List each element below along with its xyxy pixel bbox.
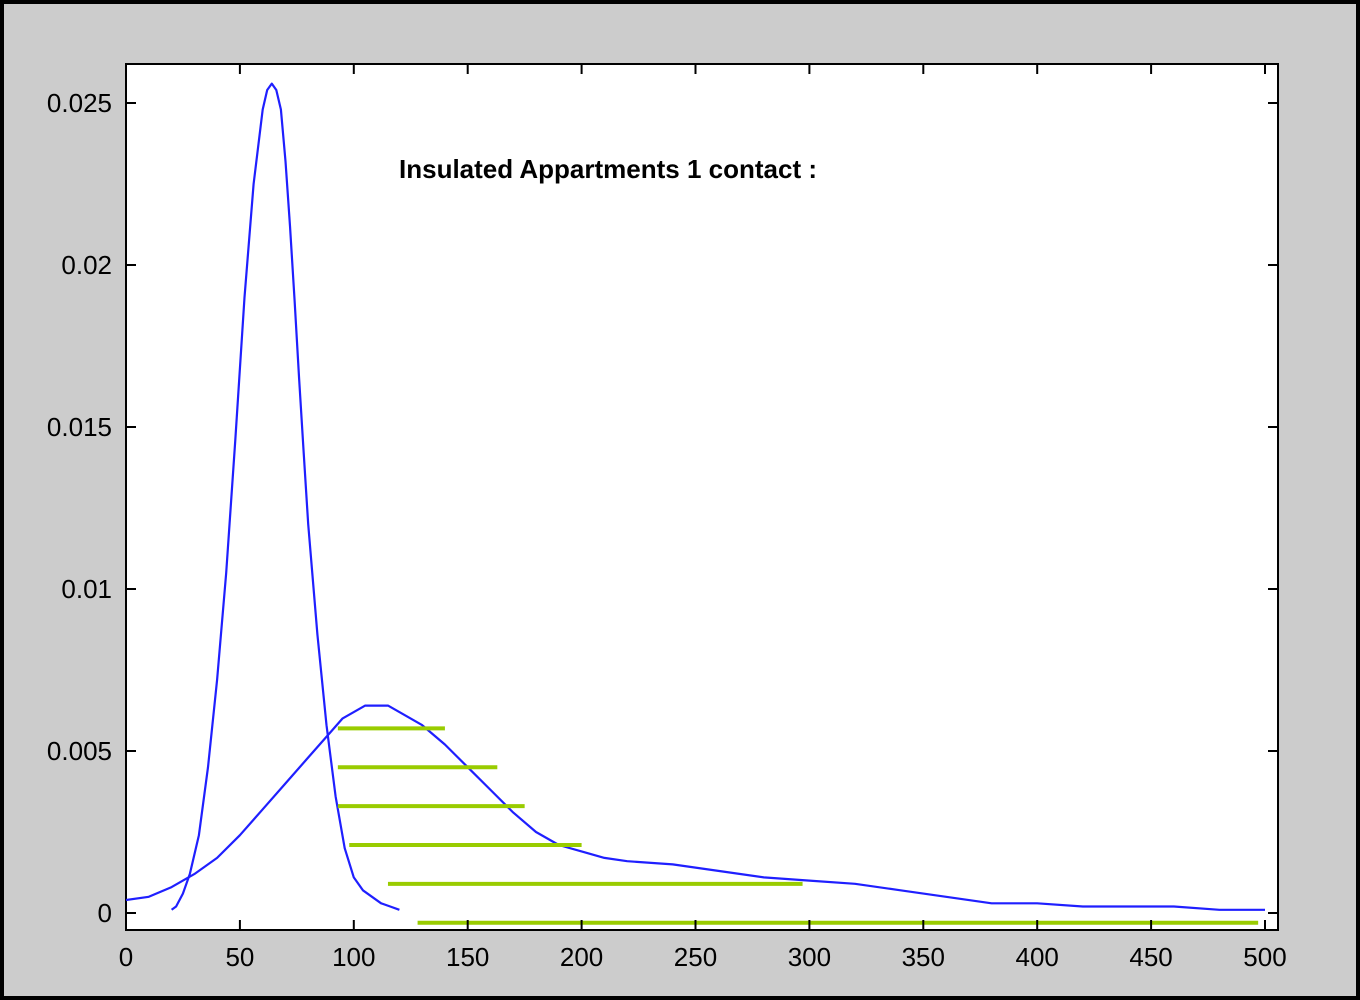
hatch-lines bbox=[337, 726, 1259, 925]
chart-annotation: Insulated Appartments 1 contact : bbox=[399, 154, 817, 184]
x-tick-label: 500 bbox=[1243, 942, 1286, 972]
y-tick-label: 0.015 bbox=[47, 412, 112, 442]
x-tick-label: 250 bbox=[674, 942, 717, 972]
x-tick-label: 200 bbox=[560, 942, 603, 972]
x-tick-label: 0 bbox=[119, 942, 133, 972]
y-tick-label: 0 bbox=[98, 898, 112, 928]
x-tick-label: 150 bbox=[446, 942, 489, 972]
y-axis: 0 0.005 0.01 0.015 0.02 0.025 bbox=[47, 88, 1278, 928]
plot-area bbox=[125, 63, 1279, 931]
x-axis: 0 50 100 150 200 250 300 350 400 450 500 bbox=[119, 64, 1287, 972]
y-tick-label: 0.01 bbox=[61, 574, 112, 604]
series-line-1 bbox=[170, 82, 400, 911]
y-tick-label: 0.005 bbox=[47, 736, 112, 766]
series-line-2 bbox=[125, 704, 1265, 911]
y-tick-label: 0.02 bbox=[61, 250, 112, 280]
x-tick-label: 300 bbox=[788, 942, 831, 972]
x-tick-label: 100 bbox=[332, 942, 375, 972]
x-tick-label: 50 bbox=[225, 942, 254, 972]
x-tick-label: 400 bbox=[1016, 942, 1059, 972]
x-tick-label: 450 bbox=[1129, 942, 1172, 972]
x-tick-label: 350 bbox=[902, 942, 945, 972]
y-tick-label: 0.025 bbox=[47, 88, 112, 118]
curves bbox=[125, 82, 1265, 911]
